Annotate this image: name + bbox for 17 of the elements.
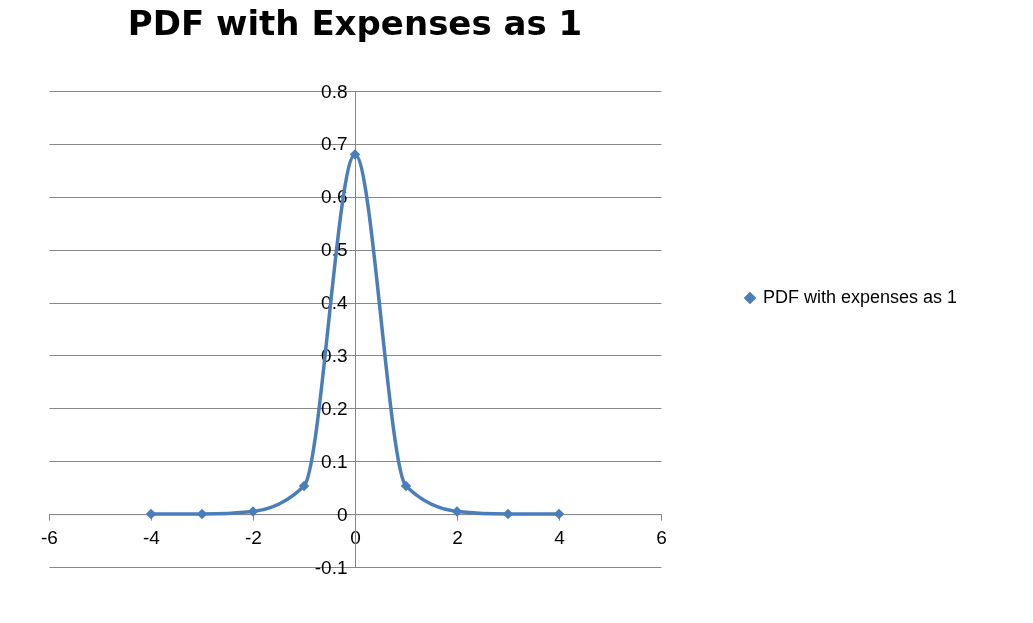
y-tick-label: 0.7 (321, 133, 348, 155)
y-tick-label: 0.2 (321, 397, 348, 419)
x-tick-label: 4 (554, 526, 566, 548)
y-tick-label: 0 (336, 503, 348, 525)
point (400, 480, 412, 492)
chart-title: PDF with Expenses as 1 (127, 3, 583, 43)
x-tick-label: -2 (245, 526, 262, 548)
point (298, 480, 310, 492)
y-tick-label: -0.1 (314, 556, 348, 578)
point (349, 149, 361, 160)
y-tick-label: 0.8 (321, 80, 348, 102)
x-tick-label: -6 (41, 526, 58, 548)
legend-label: PDF with expenses as 1 (763, 287, 958, 307)
x-tick-label: 6 (656, 526, 667, 548)
x-tick-label: 2 (452, 526, 463, 548)
y-tick-label: 0.1 (321, 450, 348, 472)
x-tick-label: -4 (143, 526, 161, 548)
